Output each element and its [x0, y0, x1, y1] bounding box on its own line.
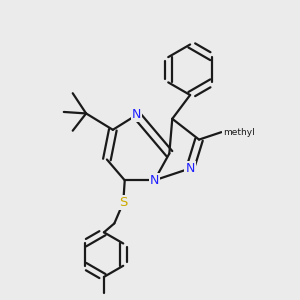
Text: N: N: [150, 174, 159, 187]
Text: S: S: [119, 196, 128, 209]
Text: methyl: methyl: [223, 128, 255, 137]
Text: N: N: [185, 162, 195, 175]
Text: N: N: [132, 108, 141, 122]
